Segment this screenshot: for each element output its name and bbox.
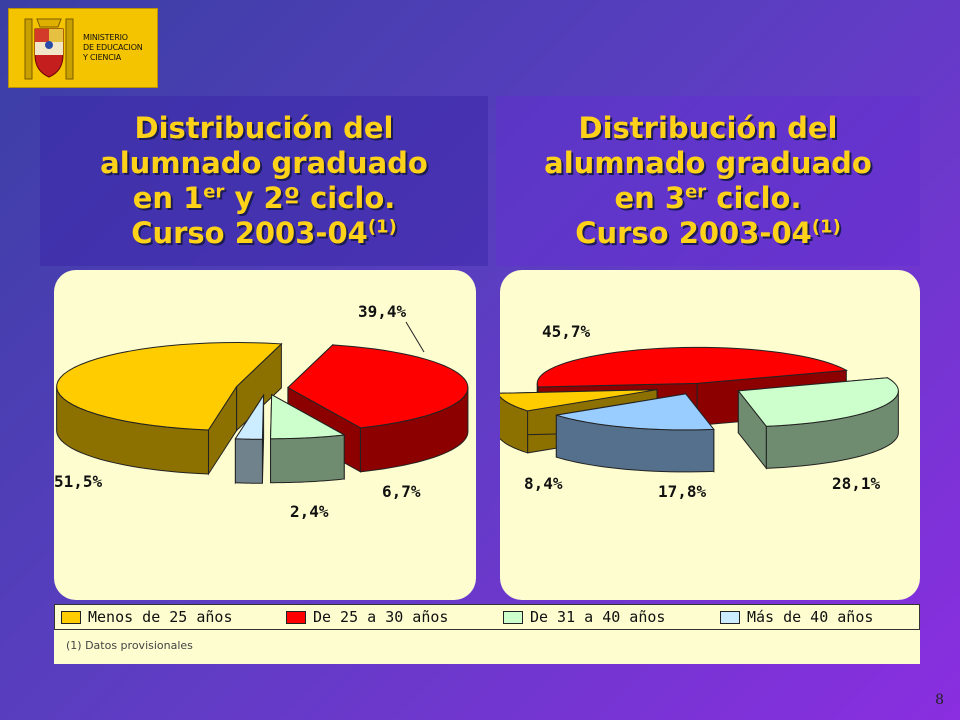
left-pie-chart <box>56 321 469 485</box>
pie0-label-3: 2,4% <box>290 502 329 521</box>
footnote: (1) Datos provisionales <box>66 639 193 652</box>
legend-item-under-25: Menos de 25 años <box>55 605 280 629</box>
footnote-box: (1) Datos provisionales <box>54 630 920 664</box>
right-title-box: Distribución del alumnado graduado en 3e… <box>496 96 920 266</box>
left-title-box: Distribución del alumnado graduado en 1e… <box>40 96 488 266</box>
coat-of-arms-icon <box>24 18 74 80</box>
pie-slice-m-s-de-40-a-os <box>555 392 715 473</box>
pie1-label-2: 28,1% <box>832 474 881 493</box>
ministry-logo: MINISTERIO DE EDUCACION Y CIENCIA <box>8 8 158 88</box>
right-pie-chart <box>500 346 899 473</box>
pie1-label-0: 8,4% <box>524 474 563 493</box>
page-number: 8 <box>935 692 944 708</box>
pie-slice-menos-de-25-a-os <box>56 342 283 476</box>
legend-swatch-yellow <box>61 610 81 624</box>
legend-label: De 25 a 30 años <box>312 608 449 626</box>
right-title-line-2: alumnado graduado <box>544 146 872 180</box>
legend-item-25-30: De 25 a 30 años <box>280 605 497 629</box>
right-chart-title: Distribución del alumnado graduado en 3e… <box>544 111 872 251</box>
left-title-line-3: en 1er y 2º ciclo. <box>132 181 396 215</box>
chart-legend: Menos de 25 años De 25 a 30 años De 31 a… <box>54 604 920 630</box>
right-title-line-4: Curso 2003-04(1) <box>575 216 841 250</box>
right-pie-panel: 45,7% 8,4% 17,8% 28,1% <box>500 270 920 600</box>
pie-slice-de-31-a-40-a-os <box>270 393 346 484</box>
pie-slice-de-31-a-40-a-os <box>737 377 899 470</box>
left-pie-panel: 39,4% 51,5% 6,7% 2,4% <box>54 270 476 600</box>
pie1-label-1: 45,7% <box>542 322 591 341</box>
pie-slice-m-s-de-40-a-os <box>234 393 265 485</box>
legend-swatch-blue <box>719 610 740 624</box>
pie0-label-0: 51,5% <box>54 472 103 491</box>
pie0-leader-line <box>405 321 425 353</box>
right-title-line-3: en 3er ciclo. <box>614 181 802 215</box>
legend-label: Menos de 25 años <box>88 608 233 626</box>
legend-swatch-red <box>285 610 306 624</box>
logo-line-2: DE EDUCACION <box>83 43 143 52</box>
left-title-line-1: Distribución del <box>134 111 394 145</box>
logo-line-3: Y CIENCIA <box>83 53 122 62</box>
left-title-line-2: alumnado graduado <box>100 146 428 180</box>
legend-item-over-40: Más de 40 años <box>714 605 919 629</box>
legend-label: De 31 a 40 años <box>529 608 666 626</box>
pie1-label-3: 17,8% <box>658 482 707 501</box>
right-title-line-1: Distribución del <box>578 111 838 145</box>
left-title-line-4: Curso 2003-04(1) <box>131 216 397 250</box>
pie0-label-2: 6,7% <box>382 482 421 501</box>
logo-line-1: MINISTERIO <box>83 33 128 42</box>
legend-item-31-40: De 31 a 40 años <box>497 605 714 629</box>
legend-label: Más de 40 años <box>746 608 874 626</box>
legend-swatch-green <box>502 610 523 624</box>
left-chart-title: Distribución del alumnado graduado en 1e… <box>100 111 428 251</box>
pie0-label-1: 39,4% <box>358 302 407 321</box>
